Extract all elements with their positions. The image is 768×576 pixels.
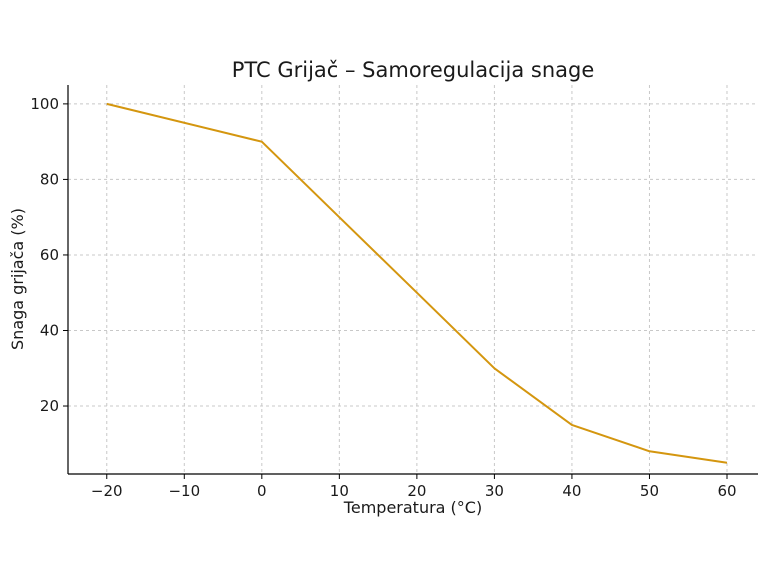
x-axis-label: Temperatura (°C) [343,498,482,517]
grid [68,85,758,474]
axes [67,85,758,475]
series-line [106,102,728,464]
x-tick-label: 50 [640,482,659,500]
y-tick-label: 20 [40,397,59,415]
y-tick-label: 80 [40,170,59,188]
x-ticks: −20 −10 0 10 20 30 40 50 60 [91,474,737,500]
x-tick-label: 0 [257,482,267,500]
x-tick-label: −20 [91,482,123,500]
series-layer [106,102,728,464]
x-tick-label: 40 [562,482,581,500]
chart-title: PTC Grijač – Samoregulacija snage [232,58,595,82]
y-tick-label: 100 [30,95,59,113]
x-tick-label: 20 [407,482,426,500]
x-tick-label: 10 [330,482,349,500]
y-axis-label: Snaga grijača (%) [8,208,27,350]
x-tick-label: 60 [717,482,736,500]
x-tick-label: −10 [168,482,200,500]
x-tick-label: 30 [485,482,504,500]
y-tick-label: 40 [40,321,59,339]
y-tick-label: 60 [40,246,59,264]
y-ticks: 20 40 60 80 100 [30,95,68,415]
